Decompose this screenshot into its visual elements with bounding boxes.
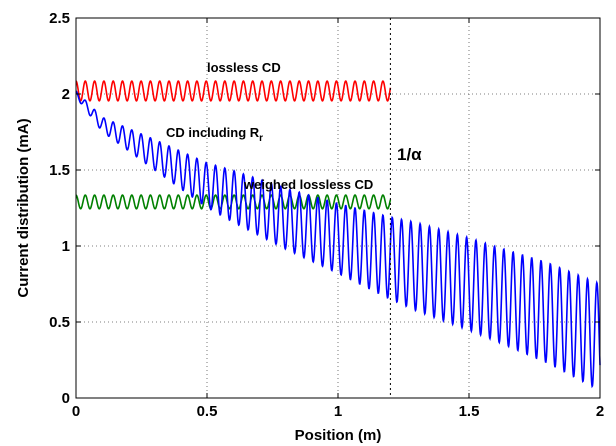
x-tick-label: 1.5	[459, 403, 480, 420]
x-tick-labels: 0 0.5 1 1.5 2	[72, 403, 604, 420]
x-axis-label: Position (m)	[295, 427, 382, 444]
y-axis-label: Current distribution (mA)	[15, 118, 32, 297]
x-tick-label: 1	[334, 403, 342, 420]
annotation-cd-including-rr: CD including Rr	[166, 125, 263, 144]
y-tick-label: 0.5	[49, 314, 70, 331]
x-tick-label: 0	[72, 403, 80, 420]
annotation-one-over-alpha: 1/α	[397, 145, 422, 164]
y-tick-label: 2.5	[49, 10, 70, 27]
y-tick-labels: 0 0.5 1 1.5 2 2.5	[49, 10, 70, 407]
x-tick-label: 2	[596, 403, 604, 420]
annotation-cd-including-main: CD including R	[166, 125, 260, 140]
y-tick-label: 1.5	[49, 162, 70, 179]
annotation-lossless-cd: lossless CD	[207, 60, 281, 75]
y-tick-label: 1	[62, 238, 70, 255]
series-line-cd-including-r-r	[75, 90, 601, 389]
annotation-cd-including-subscript: r	[259, 133, 263, 144]
grid	[76, 18, 600, 398]
x-tick-label: 0.5	[197, 403, 218, 420]
series-line-lossless-cd	[75, 80, 392, 102]
tick-marks	[75, 17, 601, 399]
y-tick-label: 0	[62, 390, 70, 407]
y-tick-label: 2	[62, 86, 70, 103]
annotation-weighed-lossless-cd: weighed lossless CD	[243, 177, 373, 192]
series-line-weighed-lossless-cd	[75, 194, 392, 210]
series-lines	[75, 80, 601, 389]
